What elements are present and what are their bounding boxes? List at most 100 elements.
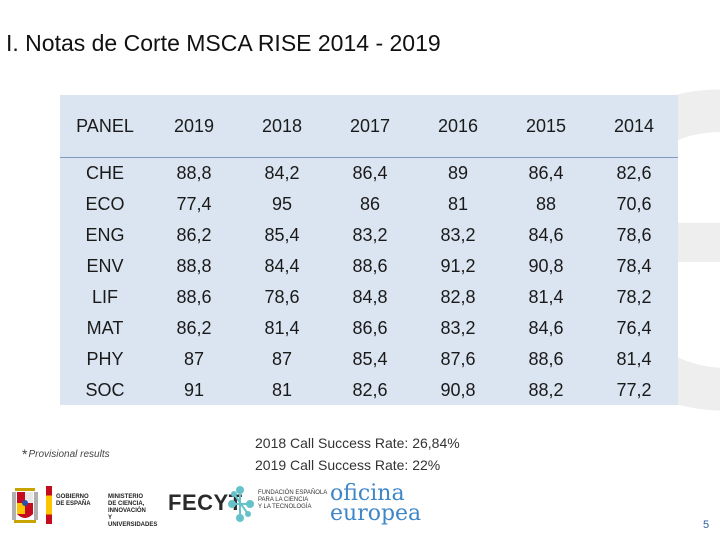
success-rate-2018: 2018 Call Success Rate: 26,84% (255, 435, 460, 451)
score-cell: 76,4 (616, 318, 652, 338)
panel-cell: CHE (85, 163, 124, 183)
score-cell: 77,2 (616, 380, 652, 400)
ministerio-line-1: MINISTERIO (108, 494, 144, 500)
header-2016: 2016 (414, 95, 502, 158)
table-body: CHE 88,8 84,2 86,4 89 86,4 82,6 ECO 77,4 95 86 81 88… (60, 158, 678, 407)
score-cell: 88,8 (176, 163, 212, 183)
page-number: 5 (703, 519, 710, 531)
table-row: MAT 86,2 81,4 86,6 83,2 84,6 76,4 (60, 313, 678, 344)
gobierno-text: GOBIERNO DE ESPAÑA (56, 494, 91, 508)
score-cell: 83,2 (440, 225, 476, 245)
score-cell: 83,2 (440, 318, 476, 338)
score-cell: 81,4 (264, 318, 300, 338)
score-cell: 91,2 (440, 256, 476, 276)
fecyt-text-line-1: FUNDACIÓN ESPAÑOLA (258, 490, 328, 496)
score-cell: 87 (271, 349, 293, 369)
panel-cell: ECO (85, 194, 125, 214)
success-rate-2019: 2019 Call Success Rate: 22% (255, 457, 441, 473)
score-cell: 83,2 (352, 225, 388, 245)
table-row: CHE 88,8 84,2 86,4 89 86,4 82,6 (60, 158, 678, 190)
table-row: ENV 88,8 84,4 88,6 91,2 90,8 78,4 (60, 251, 678, 282)
score-cell: 86,4 (352, 163, 388, 183)
score-cell: 91 (183, 380, 205, 400)
page-title: I. Notas de Corte MSCA RISE 2014 - 2019 (6, 30, 441, 56)
score-cell: 81,4 (616, 349, 652, 369)
score-cell: 82,6 (352, 380, 388, 400)
score-cell: 86,2 (176, 225, 212, 245)
score-cell: 86 (359, 194, 381, 214)
score-cell: 78,6 (616, 225, 652, 245)
score-cell: 77,4 (176, 194, 212, 214)
score-cell: 87 (183, 349, 205, 369)
score-cell: 85,4 (264, 225, 300, 245)
score-cell: 84,2 (264, 163, 300, 183)
ministerio-line-2: DE CIENCIA, INNOVACIÓN (108, 501, 146, 514)
score-cell: 81,4 (528, 287, 564, 307)
panel-cell: LIF (91, 287, 118, 307)
score-cell: 95 (271, 194, 293, 214)
panel-cell: ENG (85, 225, 125, 245)
table-row: ENG 86,2 85,4 83,2 83,2 84,6 78,6 (60, 220, 678, 251)
header-panel: PANEL (60, 95, 150, 158)
score-cell: 88,6 (352, 256, 388, 276)
score-cell: 87,6 (440, 349, 476, 369)
spanish-flag-icon (46, 486, 52, 524)
header-2017: 2017 (326, 95, 414, 158)
score-cell: 82,6 (616, 163, 652, 183)
score-cell: 81 (447, 194, 469, 214)
score-cell: 82,8 (440, 287, 476, 307)
fecyt-text-line-3: Y LA TECNOLOGÍA (258, 504, 312, 510)
table-row: SOC 91 81 82,6 90,8 88,2 77,2 (60, 375, 678, 406)
gobierno-line-2: DE ESPAÑA (56, 501, 91, 507)
score-cell: 90,8 (528, 256, 564, 276)
panel-cell: SOC (85, 380, 125, 400)
footnote-text: Provisional results (28, 449, 110, 460)
score-cell: 86,4 (528, 163, 564, 183)
panel-cell: MAT (86, 318, 124, 338)
panel-cell: PHY (86, 349, 124, 369)
header-2015: 2015 (502, 95, 590, 158)
fecyt-text-line-2: PARA LA CIENCIA (258, 497, 309, 503)
score-cell: 78,6 (264, 287, 300, 307)
sponsor-logos: GOBIERNO DE ESPAÑA MINISTERIO DE CIENCIA… (0, 480, 720, 540)
header-2018: 2018 (238, 95, 326, 158)
coat-of-arms-icon (12, 488, 38, 523)
score-cell: 88,8 (176, 256, 212, 276)
score-cell: 88,6 (528, 349, 564, 369)
score-cell: 78,2 (616, 287, 652, 307)
score-cell: 88,6 (176, 287, 212, 307)
score-cell: 78,4 (616, 256, 652, 276)
score-cell: 70,6 (616, 194, 652, 214)
government-logo: GOBIERNO DE ESPAÑA MINISTERIO DE CIENCIA… (12, 484, 162, 529)
oficina-line-1: oficina (330, 481, 405, 506)
score-cell: 84,4 (264, 256, 300, 276)
header-2014: 2014 (590, 95, 678, 158)
score-cell: 84,6 (528, 225, 564, 245)
score-cell: 88,2 (528, 380, 564, 400)
score-cell: 85,4 (352, 349, 388, 369)
footnote: *Provisional results (22, 446, 110, 462)
table-row: LIF 88,6 78,6 84,8 82,8 81,4 78,2 (60, 282, 678, 313)
table-header-row: PANEL 2019 2018 2017 2016 2015 2014 (60, 95, 678, 158)
score-cell: 89 (447, 163, 469, 183)
panel-cell: ENV (86, 256, 124, 276)
score-cell: 84,6 (528, 318, 564, 338)
ministerio-text: MINISTERIO DE CIENCIA, INNOVACIÓN Y UNIV… (108, 494, 162, 529)
oficina-europea-logo: oficina europea (330, 481, 422, 526)
score-cell: 90,8 (440, 380, 476, 400)
oficina-line-2: europea (330, 501, 422, 526)
score-cell: 86,6 (352, 318, 388, 338)
score-cell: 81 (271, 380, 293, 400)
score-cell: 84,8 (352, 287, 388, 307)
table-row: ECO 77,4 95 86 81 88 70,6 (60, 189, 678, 220)
success-rates: 2018 Call Success Rate: 26,84% 2019 Call… (255, 432, 460, 476)
ministerio-line-3: Y UNIVERSIDADES (108, 515, 158, 528)
footnote-star: * (22, 446, 28, 462)
score-cell: 86,2 (176, 318, 212, 338)
cutoff-scores-table: PANEL 2019 2018 2017 2016 2015 2014 CHE 8… (60, 95, 678, 405)
fecyt-molecule-icon (228, 486, 254, 522)
gobierno-line-1: GOBIERNO (56, 494, 89, 500)
header-2019: 2019 (150, 95, 238, 158)
score-cell: 88 (535, 194, 557, 214)
fecyt-foundation-text: FUNDACIÓN ESPAÑOLA PARA LA CIENCIA Y LA … (258, 490, 327, 511)
